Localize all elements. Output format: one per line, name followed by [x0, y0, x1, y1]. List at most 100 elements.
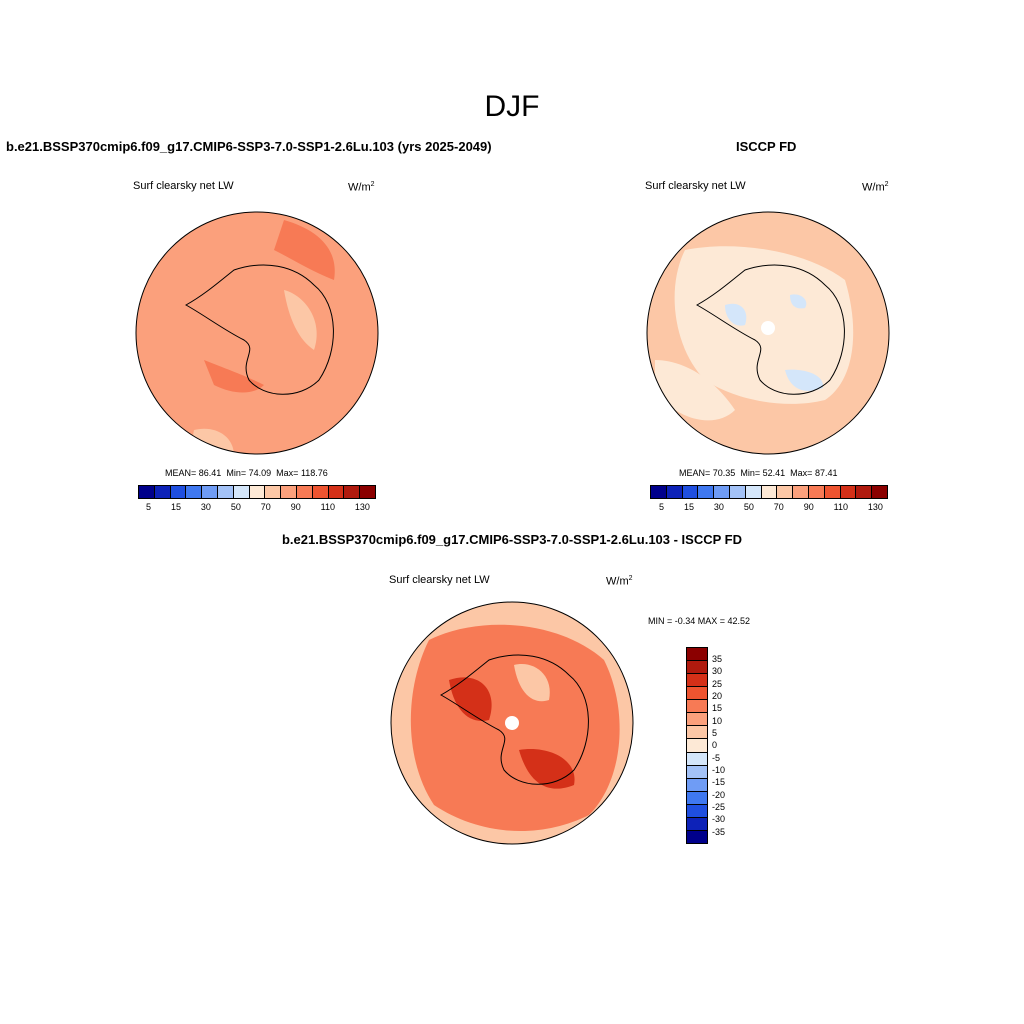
panel2-title: ISCCP FD [736, 139, 797, 154]
colorbar-tick-label: 70 [773, 502, 784, 512]
colorbar-tick-label: 130 [867, 502, 883, 512]
colorbar-tick-label: -30 [712, 814, 726, 825]
colorbar-tick-label: 90 [803, 502, 814, 512]
colorbar-swatch [687, 648, 707, 662]
colorbar-swatch [808, 486, 825, 498]
panel2-low-region [655, 360, 735, 421]
panel1-colorbar-ticks: 5 15 30 50 70 90 110 130 [146, 502, 370, 512]
panel1-high-region [204, 360, 264, 393]
colorbar-swatch [186, 486, 203, 498]
panel3-high-region [449, 677, 492, 721]
panel3-colorbar-ticks: 35 30 25 20 15 10 5 0 -5 -10 -15 -20 -25 -30 -35 [712, 653, 725, 838]
map-border [646, 211, 890, 455]
colorbar-swatch [824, 486, 841, 498]
colorbar-tick-label: 30 [712, 666, 723, 677]
colorbar-tick-label: 5 [659, 502, 665, 512]
panel1-stats: MEAN= 86.41 Min= 74.09 Max= 118.76 [165, 468, 328, 478]
colorbar-swatch [714, 486, 730, 498]
panel1-title: b.e21.BSSP370cmip6.f09_g17.CMIP6-SSP3-7.… [6, 139, 492, 154]
panel3-low-region [514, 664, 550, 702]
colorbar-swatch [840, 486, 857, 498]
colorbar-swatch [687, 674, 707, 688]
colorbar-swatch [344, 486, 361, 498]
colorbar-swatch [687, 726, 707, 740]
panel3-colorbar [686, 647, 708, 844]
antarctica-coastline [184, 264, 334, 395]
panel3-minmax: MIN = -0.34 MAX = 42.52 [648, 616, 751, 626]
colorbar-tick-label: 50 [743, 502, 754, 512]
colorbar-tick-label: 15 [170, 502, 181, 512]
colorbar-swatch [687, 804, 707, 818]
colorbar-tick-label: 10 [712, 715, 723, 726]
map-border [135, 211, 379, 455]
panel1-low-region [284, 290, 317, 350]
map-border [390, 601, 634, 845]
season-title: DJF [484, 90, 540, 123]
colorbar-tick-label: 15 [683, 502, 694, 512]
colorbar-swatch [698, 486, 715, 498]
panel2-colorbar [650, 485, 888, 499]
colorbar-tick-label: -15 [712, 777, 726, 788]
colorbar-tick-label: 30 [713, 502, 724, 512]
panel2-stats: MEAN= 70.35 Min= 52.41 Max= 87.41 [679, 468, 838, 478]
colorbar-tick-label: 70 [260, 502, 271, 512]
colorbar-swatch [687, 778, 707, 792]
colorbar-swatch [682, 486, 699, 498]
colorbar-swatch [687, 739, 707, 753]
colorbar-swatch [729, 486, 746, 498]
colorbar-tick-label: 90 [290, 502, 301, 512]
panel3-pole-hole [505, 716, 519, 730]
panel2-units: W/m2 [862, 181, 889, 194]
colorbar-swatch [761, 486, 778, 498]
colorbar-swatch [687, 661, 707, 675]
colorbar-swatch [265, 486, 282, 498]
colorbar-swatch [233, 486, 250, 498]
panel1-units: W/m2 [348, 181, 375, 194]
panel3-high-region [519, 749, 575, 789]
colorbar-swatch [328, 486, 345, 498]
panel2-pole-hole [761, 321, 775, 335]
colorbar-swatch [651, 486, 667, 498]
colorbar-tick-label: 20 [712, 691, 723, 702]
panel2-variable: Surf clearsky net LW [645, 180, 746, 192]
colorbar-swatch [281, 486, 297, 498]
panel2-colorbar-ticks: 5 15 30 50 70 90 110 130 [659, 502, 883, 512]
colorbar-tick-label: 35 [712, 654, 723, 665]
panel2-negative-region [790, 294, 807, 309]
antarctica-coastline [695, 264, 845, 395]
colorbar-swatch [777, 486, 794, 498]
colorbar-swatch [872, 486, 887, 498]
colorbar-swatch [312, 486, 329, 498]
colorbar-swatch [666, 486, 683, 498]
colorbar-tick-label: -25 [712, 802, 726, 813]
colorbar-swatch [745, 486, 762, 498]
colorbar-tick-label: 130 [354, 502, 370, 512]
colorbar-tick-label: 110 [320, 502, 335, 512]
colorbar-swatch [687, 765, 707, 779]
antarctica-coastline [439, 654, 589, 785]
panel1-base-field [136, 212, 378, 454]
colorbar-tick-label: -5 [712, 752, 721, 763]
panel2-map [646, 211, 890, 455]
colorbar-tick-label: 0 [712, 740, 718, 751]
colorbar-swatch [217, 486, 234, 498]
colorbar-swatch [687, 817, 707, 831]
colorbar-swatch [154, 486, 171, 498]
panel3-units: W/m2 [606, 575, 633, 588]
colorbar-tick-label: 50 [230, 502, 241, 512]
colorbar-swatch [687, 700, 707, 714]
panel1-high-region [274, 220, 335, 280]
colorbar-swatch [687, 713, 707, 727]
colorbar-tick-label: 5 [146, 502, 152, 512]
colorbar-swatch [687, 752, 707, 766]
colorbar-tick-label: 25 [712, 678, 723, 689]
colorbar-tick-label: -10 [712, 765, 726, 776]
colorbar-tick-label: 110 [833, 502, 848, 512]
panel2-negative-region [725, 303, 747, 326]
colorbar-swatch [360, 486, 375, 498]
colorbar-tick-label: 15 [712, 703, 723, 714]
panel1-map [135, 211, 379, 455]
panel1-variable: Surf clearsky net LW [133, 180, 234, 192]
panel2-negative-region [785, 369, 824, 391]
colorbar-tick-label: 30 [200, 502, 211, 512]
